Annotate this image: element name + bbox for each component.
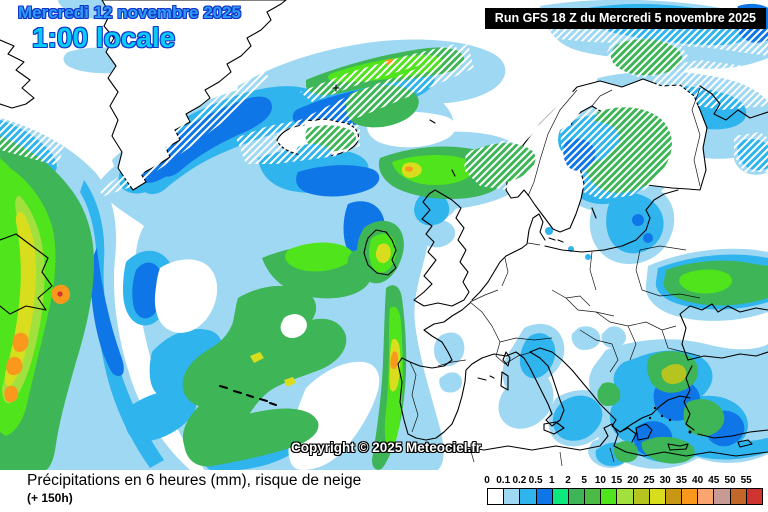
legend-swatch-50 xyxy=(729,488,747,505)
legend-tick-0: 0 xyxy=(484,475,490,486)
legend-swatch-55 xyxy=(745,488,763,505)
coastlines xyxy=(0,39,768,457)
legend-tick-10: 10 xyxy=(594,475,606,486)
precipitation-legend: 0 0.1 0.2 0.5 1 2 5 10 15 20 25 30 35 40 45 50 55 xyxy=(484,475,765,509)
dry-gaps-layer xyxy=(154,111,456,470)
forecast-date: Mercredi 12 novembre 2025 xyxy=(18,3,242,22)
legend-tick-0.5: 0.5 xyxy=(528,475,543,486)
legend-swatch-30 xyxy=(664,488,683,505)
model-run-info: Run GFS 18 Z du Mercredi 5 novembre 2025 xyxy=(484,8,766,29)
legend-tick-40: 40 xyxy=(692,475,704,486)
legend-tick-0.2: 0.2 xyxy=(512,475,527,486)
legend-tick-5: 5 xyxy=(581,475,587,486)
country-borders xyxy=(409,87,701,467)
legend-swatch-1 xyxy=(551,488,569,505)
legend-tick-25: 25 xyxy=(643,475,655,486)
legend-color-scale xyxy=(487,488,763,505)
legend-swatch-0.2 xyxy=(519,488,537,505)
legend-tick-15: 15 xyxy=(611,475,623,486)
azores-islands xyxy=(219,385,277,406)
legend-tick-30: 30 xyxy=(659,475,671,486)
snow-risk-hatch-overlay xyxy=(0,14,768,199)
legend-tick-20: 20 xyxy=(627,475,639,486)
map-caption: Précipitations en 6 heures (mm), risque … xyxy=(27,472,362,489)
map-canvas xyxy=(0,0,768,470)
legend-swatch-35 xyxy=(681,488,699,505)
legend-swatch-0.1 xyxy=(503,488,521,505)
legend-tick-labels: 0 0.1 0.2 0.5 1 2 5 10 15 20 25 30 35 40 45 50 55 xyxy=(484,475,763,487)
legend-tick-55: 55 xyxy=(740,475,752,486)
legend-swatch-0 xyxy=(487,488,505,505)
legend-swatch-5 xyxy=(584,488,602,505)
bottom-bar: Précipitations en 6 heures (mm), risque … xyxy=(0,470,768,512)
precipitation-map: Mercredi 12 novembre 2025 1:00 locale Ru… xyxy=(0,0,768,470)
legend-swatch-45 xyxy=(713,488,731,505)
legend-tick-0.1: 0.1 xyxy=(496,475,511,486)
legend-swatch-20 xyxy=(632,488,650,505)
legend-swatch-0.5 xyxy=(535,488,553,505)
legend-swatch-15 xyxy=(616,488,634,505)
forecast-lead-time: (+ 150h) xyxy=(27,491,73,505)
legend-tick-2: 2 xyxy=(565,475,571,486)
forecast-datetime-block: Mercredi 12 novembre 2025 1:00 locale xyxy=(18,3,242,53)
legend-tick-1: 1 xyxy=(549,475,555,486)
legend-swatch-2 xyxy=(567,488,586,505)
legend-swatch-25 xyxy=(648,488,666,505)
legend-tick-35: 35 xyxy=(675,475,687,486)
copyright-notice: Copyright © 2025 Meteociel.fr xyxy=(291,440,481,455)
legend-tick-45: 45 xyxy=(708,475,720,486)
forecast-time: 1:00 locale xyxy=(32,21,176,53)
legend-swatch-10 xyxy=(600,488,618,505)
legend-tick-50: 50 xyxy=(724,475,736,486)
legend-swatch-40 xyxy=(697,488,715,505)
